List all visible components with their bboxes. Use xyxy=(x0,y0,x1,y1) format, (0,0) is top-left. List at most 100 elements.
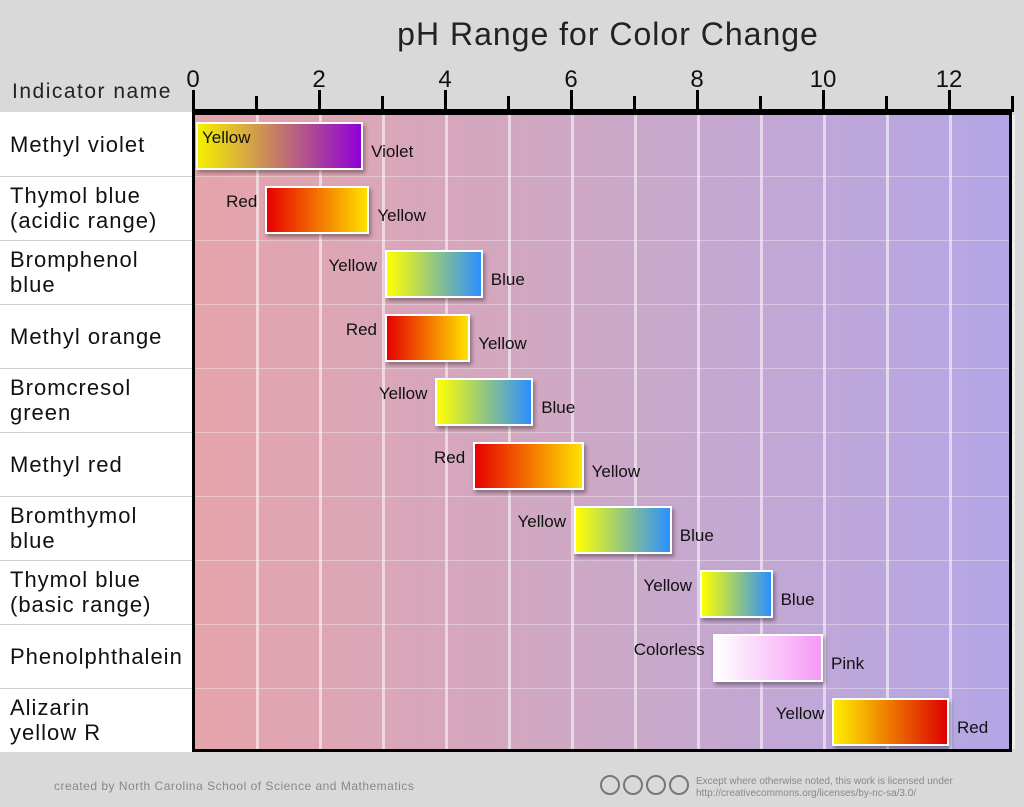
row-separator xyxy=(195,624,1009,625)
high-ph-color-label: Violet xyxy=(371,142,414,161)
high-ph-color-label: Yellow xyxy=(478,334,527,353)
high-ph-color-label: Blue xyxy=(679,526,714,545)
indicator-name: Bromthymol blue xyxy=(10,503,138,553)
gridline xyxy=(886,115,889,749)
high-ph-color-label: Blue xyxy=(541,398,576,417)
low-ph-color-label: Red xyxy=(434,448,466,467)
indicator-column-header: Indicator name xyxy=(12,80,172,103)
label-row-separator xyxy=(0,688,192,689)
gridline xyxy=(571,115,574,749)
chart-title: pH Range for Color Change xyxy=(397,16,819,52)
high-ph-color-label: Blue xyxy=(780,590,815,609)
high-ph-color-label: Yellow xyxy=(377,206,426,225)
license-line-2[interactable]: http://creativecommons.org/licenses/by-n… xyxy=(696,788,917,799)
major-tick xyxy=(822,90,825,110)
high-ph-color-label: Blue xyxy=(490,270,525,289)
indicator-name: Thymol blue (basic range) xyxy=(10,567,152,617)
gridline xyxy=(634,115,637,749)
cc-nc-icon xyxy=(646,775,666,795)
row-separator xyxy=(195,560,1009,561)
indicator-range-bar xyxy=(435,378,534,426)
minor-tick xyxy=(759,96,762,110)
gridline xyxy=(382,115,385,749)
row-separator xyxy=(195,688,1009,689)
footer-credit: created by North Carolina School of Scie… xyxy=(54,779,415,793)
gridline xyxy=(760,115,763,749)
indicator-range-bar xyxy=(712,634,823,682)
low-ph-color-label: Yellow xyxy=(517,512,566,531)
indicator-range-bar xyxy=(385,250,483,298)
x-tick-label: 4 xyxy=(438,66,452,93)
low-ph-color-label: Yellow xyxy=(775,704,825,723)
x-tick-label: 10 xyxy=(809,66,837,93)
major-tick xyxy=(318,90,321,110)
low-ph-color-label: Colorless xyxy=(633,640,705,659)
low-ph-color-label: Red xyxy=(226,192,258,211)
indicator-name: Bromcresol green xyxy=(10,375,132,425)
low-ph-color-label: Yellow xyxy=(643,576,692,595)
gridline xyxy=(1012,115,1015,749)
x-tick-label: 6 xyxy=(564,66,578,93)
x-tick-label: 2 xyxy=(312,66,326,93)
label-row-separator xyxy=(0,368,192,369)
indicator-range-bar xyxy=(385,314,471,362)
minor-tick xyxy=(885,96,888,110)
major-tick xyxy=(948,90,951,110)
minor-tick xyxy=(507,96,510,110)
label-row-separator xyxy=(0,304,192,305)
row-separator xyxy=(195,240,1009,241)
gridline xyxy=(319,115,322,749)
row-separator xyxy=(195,432,1009,433)
indicator-range-bar xyxy=(700,570,773,618)
label-row-separator xyxy=(0,624,192,625)
high-ph-color-label: Red xyxy=(957,718,989,737)
license-line-1: Except where otherwise noted, this work … xyxy=(696,776,953,787)
label-row-separator xyxy=(0,560,192,561)
major-tick xyxy=(696,90,699,110)
indicator-range-bar xyxy=(832,698,949,746)
license-text[interactable]: Except where otherwise noted, this work … xyxy=(696,776,953,800)
low-ph-color-label: Red xyxy=(345,320,377,339)
indicator-name: Phenolphthalein xyxy=(10,643,183,669)
high-ph-color-label: Yellow xyxy=(591,462,641,481)
gridline xyxy=(508,115,511,749)
row-separator xyxy=(195,496,1009,497)
gridline xyxy=(949,115,952,749)
major-tick xyxy=(192,90,195,110)
gridline xyxy=(823,115,826,749)
label-row-separator xyxy=(0,432,192,433)
cc-sa-icon xyxy=(669,775,689,795)
x-tick-label: 0 xyxy=(186,66,200,93)
indicator-name: Thymol blue (acidic range) xyxy=(10,183,158,233)
low-ph-color-label: Yellow xyxy=(328,256,377,275)
low-ph-color-label: Yellow xyxy=(378,384,428,403)
indicator-name: Methyl red xyxy=(10,451,123,477)
cc-by-icon xyxy=(623,775,643,795)
minor-tick xyxy=(1011,96,1014,110)
minor-tick xyxy=(255,96,258,110)
low-ph-color-label: Yellow xyxy=(202,128,251,147)
label-row-separator xyxy=(0,176,192,177)
x-axis-line xyxy=(192,109,1014,112)
gridline xyxy=(697,115,700,749)
row-separator xyxy=(195,176,1009,177)
cc-cc-icon xyxy=(600,775,620,795)
gridline xyxy=(256,115,259,749)
x-tick-label: 8 xyxy=(690,66,704,93)
cc-license-icons[interactable] xyxy=(600,775,689,795)
indicator-name: Alizarin yellow R xyxy=(10,695,102,745)
indicator-range-bar xyxy=(265,186,370,234)
major-tick xyxy=(570,90,573,110)
indicator-range-bar xyxy=(473,442,584,490)
major-tick xyxy=(444,90,447,110)
indicator-range-bar xyxy=(196,122,364,170)
indicator-range-bar xyxy=(574,506,672,554)
row-separator xyxy=(195,368,1009,369)
high-ph-color-label: Pink xyxy=(831,654,865,673)
indicator-name: Methyl violet xyxy=(10,131,146,157)
x-tick-label: 12 xyxy=(935,66,963,93)
indicator-name: Bromphenol blue xyxy=(10,247,139,297)
indicator-label-panel: Methyl violet Thymol blue (acidic range) B… xyxy=(0,112,192,752)
row-separator xyxy=(195,304,1009,305)
minor-tick xyxy=(633,96,636,110)
